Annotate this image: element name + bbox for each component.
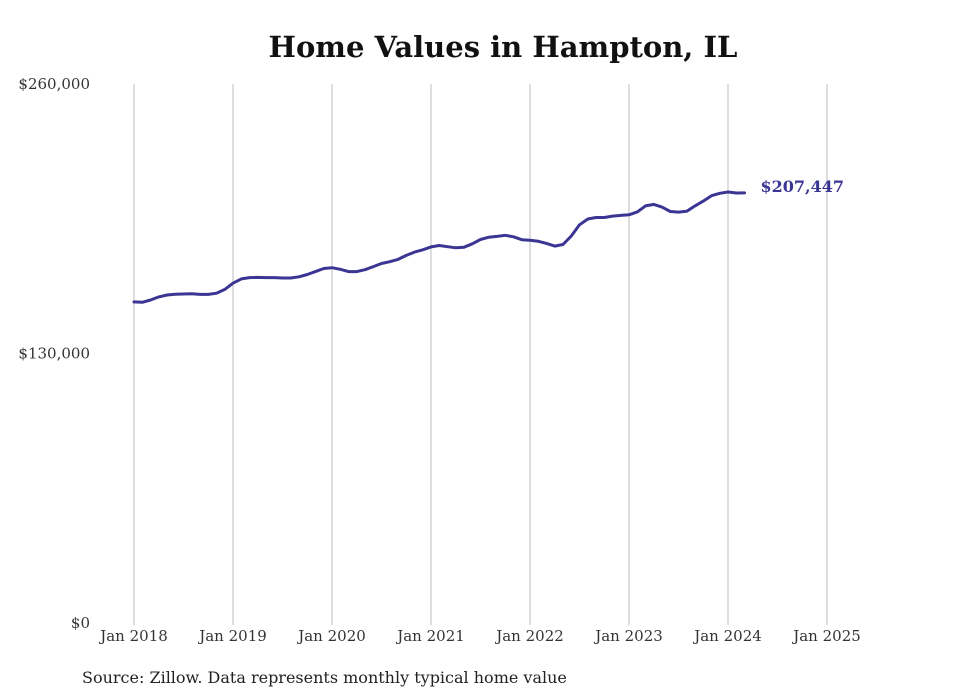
x-axis: Jan 2018 Jan 2019 Jan 2020 Jan 2021 Jan 2022…	[98, 627, 861, 645]
y-tick-label: $260,000	[18, 75, 90, 93]
series-line	[132, 190, 746, 304]
x-tick-label: Jan 2021	[395, 627, 465, 645]
source-note: Source: Zillow. Data represents monthly …	[82, 668, 567, 687]
x-tick-label: Jan 2019	[197, 627, 267, 645]
x-tick-label: Jan 2025	[791, 627, 861, 645]
end-label-layer: $207,447	[761, 177, 845, 196]
x-tick-label: Jan 2023	[593, 627, 663, 645]
x-tick-label: Jan 2024	[692, 627, 762, 645]
gridlines	[133, 84, 828, 625]
y-axis: $0 $130,000 $260,000	[18, 75, 90, 632]
chart-title: Home Values in Hampton, IL	[268, 30, 738, 64]
y-tick-label: $0	[71, 614, 90, 632]
x-tick-label: Jan 2020	[296, 627, 366, 645]
y-tick-label: $130,000	[18, 345, 90, 363]
series-layer	[132, 190, 746, 304]
x-tick-label: Jan 2018	[98, 627, 168, 645]
end-value-label: $207,447	[761, 177, 845, 196]
x-tick-label: Jan 2022	[494, 627, 564, 645]
